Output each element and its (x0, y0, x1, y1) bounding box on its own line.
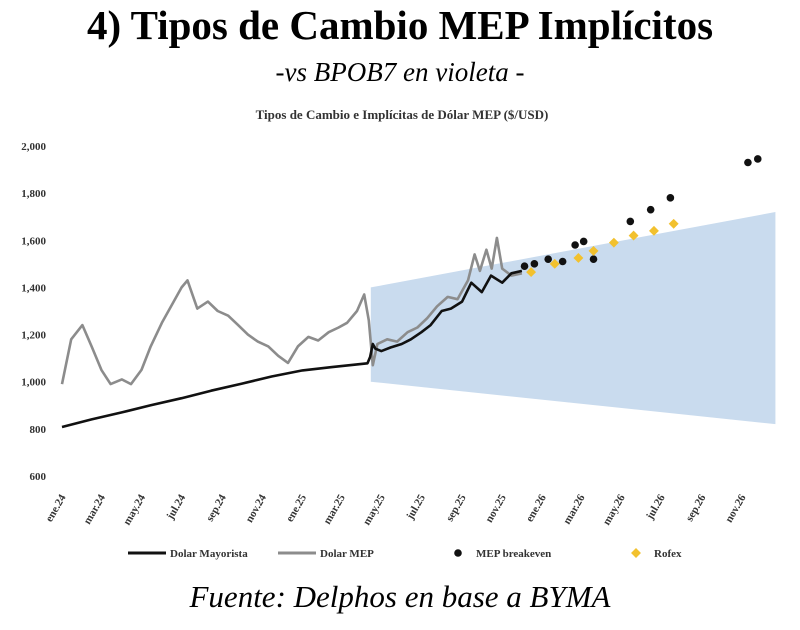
source-footer: Fuente: Delphos en base a BYMA (189, 579, 611, 614)
x-tick-label: mar.26 (561, 492, 588, 526)
rofex-point (588, 245, 599, 256)
mep-breakeven-point (626, 217, 635, 226)
y-tick-label: 1,200 (21, 330, 46, 342)
chart-legend: Dolar Mayorista Dolar MEP MEP breakeven Rof… (128, 548, 682, 560)
series-lines-layer (60, 236, 523, 429)
page-title: 4) Tipos de Cambio MEP Implícitos (86, 2, 714, 48)
forecast-band-layer (370, 212, 776, 425)
x-tick-label: nov.25 (483, 492, 509, 525)
page-subtitle: -vs BPOB7 en violeta - (275, 57, 525, 87)
x-tick-label: ene.25 (284, 492, 309, 524)
mep-breakeven-point (589, 255, 598, 263)
legend-mep-breakeven-swatch (454, 549, 462, 557)
legend-mep-breakeven-label: MEP breakeven (476, 548, 551, 560)
rofex-point (649, 225, 659, 236)
x-tick-label: nov.26 (723, 492, 749, 525)
x-tick-label: sep.26 (684, 492, 709, 524)
rofex-point (573, 253, 584, 263)
mep-breakeven-point (544, 255, 552, 263)
mep-breakeven-point (646, 205, 655, 214)
x-tick-label: jul.25 (404, 492, 428, 522)
mep-breakeven-point (571, 241, 579, 249)
y-tick-label: 800 (30, 424, 47, 436)
mep-breakeven-point (579, 237, 588, 246)
y-tick-label: 1,400 (21, 282, 46, 294)
series-line-dolar-mep (60, 236, 523, 386)
rofex-point (526, 267, 537, 278)
y-tick-label: 1,000 (21, 377, 46, 389)
x-tick-label: mar.24 (81, 492, 108, 526)
legend-dolar-mep-label: Dolar MEP (320, 548, 374, 560)
y-tick-label: 1,800 (21, 188, 46, 200)
rofex-point (549, 258, 560, 269)
series-line-dolar-mayorista (61, 269, 523, 429)
x-tick-label: ene.24 (43, 492, 68, 524)
legend-dolar-mayorista-label: Dolar Mayorista (170, 548, 248, 560)
legend-rofex-label: Rofex (654, 548, 682, 560)
rofex-point (628, 230, 639, 241)
y-tick-label: 600 (30, 471, 47, 483)
chart: Tipos de Cambio e Implícitas de Dólar ME… (21, 107, 776, 560)
rofex-point (668, 218, 679, 229)
x-tick-label: sep.25 (444, 492, 469, 524)
forecast-band (370, 212, 776, 425)
mep-breakeven-point (666, 194, 675, 202)
mep-breakeven-point (558, 257, 567, 266)
mep-breakeven-point (753, 155, 762, 163)
y-tick-label: 1,600 (21, 235, 46, 247)
rofex-point (608, 237, 619, 248)
x-tick-label: ene.26 (524, 492, 549, 524)
legend-rofex-swatch (631, 548, 641, 558)
x-tick-label: jul.26 (644, 492, 668, 522)
y-tick-label: 2,000 (21, 141, 46, 153)
mep-breakeven-point (744, 158, 752, 167)
mep-breakeven-point (520, 262, 529, 271)
mep-breakeven-point (530, 260, 539, 268)
x-tick-label: jul.24 (164, 492, 188, 522)
y-axis: 600 800 1,000 1,200 1,400 1,600 1,800 2,000 (21, 141, 46, 483)
chart-title: Tipos de Cambio e Implícitas de Dólar ME… (256, 107, 549, 122)
x-tick-label: nov.24 (243, 492, 269, 525)
x-tick-label: sep.24 (204, 492, 229, 524)
x-tick-label: may.25 (361, 492, 388, 527)
x-axis: ene.24 mar.24 may.24 jul.24 sep.24 nov.24 ene.… (43, 492, 748, 527)
x-tick-label: mar.25 (321, 492, 348, 526)
x-tick-label: may.26 (601, 492, 628, 527)
x-tick-label: may.24 (121, 492, 148, 527)
series-points-layer (520, 155, 762, 278)
